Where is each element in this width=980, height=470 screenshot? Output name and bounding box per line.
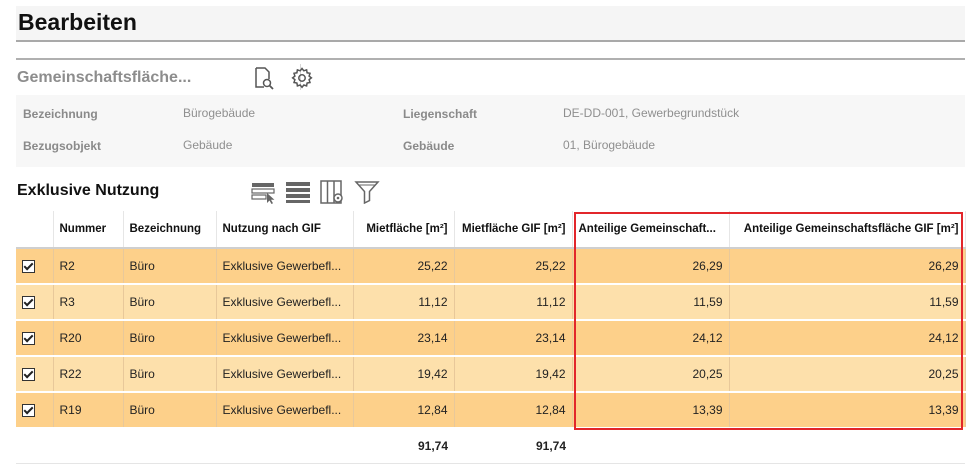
column-header-bezeichnung[interactable]: Bezeichnung <box>123 211 217 249</box>
cell-bezeichnung: Büro <box>123 320 217 357</box>
title-bar: Bearbeiten <box>16 6 965 42</box>
column-settings-icon[interactable] <box>319 180 345 204</box>
toolbar-separator <box>300 64 301 90</box>
cell-mietflaeche-gif: 23,14 <box>454 320 573 357</box>
filter-icon[interactable] <box>354 180 380 204</box>
table-row[interactable]: R3 Büro Exklusive Gewerbefl... 11,12 11,… <box>16 284 966 321</box>
column-header-nutzung[interactable]: Nutzung nach GIF <box>216 211 354 249</box>
row-checkbox[interactable] <box>22 296 35 310</box>
column-header-nummer[interactable]: Nummer <box>53 211 124 249</box>
cell-nummer: R22 <box>53 356 124 393</box>
column-header-mietflaeche[interactable]: Mietfläche [m²] <box>353 211 455 249</box>
row-checkbox[interactable] <box>22 368 35 382</box>
cell-nutzung: Exklusive Gewerbefl... <box>216 248 354 285</box>
select-rows-icon[interactable] <box>250 180 276 204</box>
cell-bezeichnung: Büro <box>123 392 217 429</box>
value-gebaeude: 01, Bürogebäude <box>563 138 656 152</box>
cell-anteilig-gif: 24,12 <box>729 320 966 357</box>
document-search-icon[interactable] <box>251 66 275 90</box>
cell-mietflaeche-gif: 12,84 <box>454 392 573 429</box>
exclusive-usage-table: Nummer Bezeichnung Nutzung nach GIF Miet… <box>16 211 966 464</box>
gear-icon[interactable] <box>290 66 314 90</box>
total-mietflaeche: 91,74 <box>353 428 454 464</box>
label-bezeichnung: Bezeichnung <box>23 107 98 121</box>
totals-row: 91,74 91,74 <box>16 428 965 464</box>
value-bezeichnung: Bürogebäude <box>183 106 256 120</box>
column-header-anteilig-gif[interactable]: Anteilige Gemeinschaftsfläche GIF [m²] <box>729 211 966 249</box>
section-title: Gemeinschaftsfläche... <box>17 69 192 86</box>
table-row[interactable]: R20 Büro Exklusive Gewerbefl... 23,14 23… <box>16 320 966 357</box>
cell-anteilig-gif: 26,29 <box>729 248 966 285</box>
table-title: Exklusive Nutzung <box>17 182 160 199</box>
cell-nummer: R2 <box>53 248 124 285</box>
cell-mietflaeche-gif: 19,42 <box>454 356 573 393</box>
row-checkbox[interactable] <box>22 260 35 274</box>
cell-anteilig: 13,39 <box>572 392 730 429</box>
table-row[interactable]: R22 Büro Exklusive Gewerbefl... 19,42 19… <box>16 356 966 393</box>
list-view-icon[interactable] <box>285 180 311 204</box>
table-row[interactable]: R2 Büro Exklusive Gewerbefl... 25,22 25,… <box>16 248 966 285</box>
column-header-mietflaeche-gif[interactable]: Mietfläche GIF [m²] <box>454 211 573 249</box>
column-header-select[interactable] <box>16 211 54 249</box>
cell-mietflaeche-gif: 25,22 <box>454 248 573 285</box>
page-title: Bearbeiten <box>18 9 137 35</box>
cell-mietflaeche-gif: 11,12 <box>454 284 573 321</box>
cell-mietflaeche: 23,14 <box>353 320 455 357</box>
cell-anteilig: 11,59 <box>572 284 730 321</box>
info-panel: Bezeichnung Bürogebäude Liegenschaft DE-… <box>16 95 965 167</box>
table-header-row: Nummer Bezeichnung Nutzung nach GIF Miet… <box>16 211 966 249</box>
cell-nummer: R3 <box>53 284 124 321</box>
cell-bezeichnung: Büro <box>123 356 217 393</box>
cell-anteilig: 26,29 <box>572 248 730 285</box>
cell-anteilig: 24,12 <box>572 320 730 357</box>
cell-bezeichnung: Büro <box>123 248 217 285</box>
cell-mietflaeche: 25,22 <box>353 248 455 285</box>
cell-mietflaeche: 12,84 <box>353 392 455 429</box>
value-liegenschaft: DE-DD-001, Gewerbegrundstück <box>563 106 740 120</box>
total-mietflaeche-gif: 91,74 <box>454 428 572 464</box>
cell-mietflaeche: 11,12 <box>353 284 455 321</box>
value-bezugsobjekt: Gebäude <box>183 138 233 152</box>
row-checkbox[interactable] <box>22 332 35 346</box>
section-header: Gemeinschaftsfläche... <box>16 58 965 97</box>
label-bezugsobjekt: Bezugsobjekt <box>23 139 102 153</box>
column-header-anteilig[interactable]: Anteilige Gemeinschaft... <box>572 211 730 249</box>
cell-anteilig-gif: 20,25 <box>729 356 966 393</box>
table-header-bar: Exklusive Nutzung <box>16 176 965 210</box>
cell-anteilig-gif: 11,59 <box>729 284 966 321</box>
cell-anteilig-gif: 13,39 <box>729 392 966 429</box>
cell-nutzung: Exklusive Gewerbefl... <box>216 392 354 429</box>
cell-mietflaeche: 19,42 <box>353 356 455 393</box>
cell-bezeichnung: Büro <box>123 284 217 321</box>
cell-nutzung: Exklusive Gewerbefl... <box>216 320 354 357</box>
cell-nummer: R19 <box>53 392 124 429</box>
label-liegenschaft: Liegenschaft <box>403 107 478 121</box>
cell-nutzung: Exklusive Gewerbefl... <box>216 356 354 393</box>
cell-anteilig: 20,25 <box>572 356 730 393</box>
cell-nummer: R20 <box>53 320 124 357</box>
table-row[interactable]: R19 Büro Exklusive Gewerbefl... 12,84 12… <box>16 392 966 429</box>
cell-nutzung: Exklusive Gewerbefl... <box>216 284 354 321</box>
label-gebaeude: Gebäude <box>403 139 455 153</box>
row-checkbox[interactable] <box>22 404 35 418</box>
